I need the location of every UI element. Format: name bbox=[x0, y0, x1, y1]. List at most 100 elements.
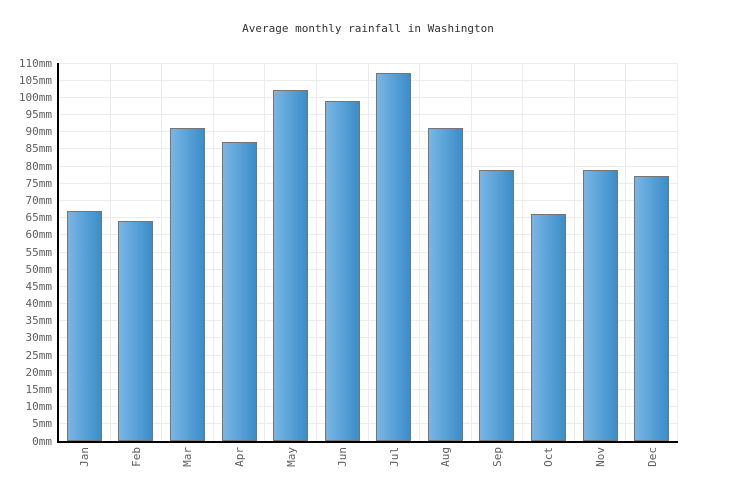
v-gridline bbox=[315, 63, 317, 441]
y-tick-label: 15mm bbox=[25, 382, 53, 396]
h-gridline bbox=[59, 371, 678, 373]
y-tick-label: 55mm bbox=[25, 245, 53, 259]
v-gridline bbox=[573, 63, 575, 441]
x-tick-label: Mar bbox=[181, 447, 195, 467]
bar-dec bbox=[634, 176, 670, 441]
x-tick-cell: Mar bbox=[162, 447, 214, 487]
v-gridline bbox=[677, 63, 678, 441]
x-tick-label: Oct bbox=[542, 447, 556, 467]
h-gridline bbox=[59, 148, 678, 150]
x-tick-cell: Apr bbox=[214, 447, 266, 487]
v-gridline bbox=[522, 63, 524, 441]
v-gridline bbox=[419, 63, 421, 441]
bar-column-jul bbox=[368, 63, 420, 441]
h-gridline bbox=[59, 165, 678, 167]
x-tick-cell: Jan bbox=[59, 447, 111, 487]
x-tick-cell: Dec bbox=[626, 447, 678, 487]
y-tick-label: 30mm bbox=[25, 331, 53, 345]
x-tick-label: Jun bbox=[336, 447, 350, 467]
v-gridline bbox=[161, 63, 163, 441]
bar-feb bbox=[118, 221, 154, 441]
x-tick-cell: May bbox=[265, 447, 317, 487]
gridlines-layer bbox=[59, 62, 678, 441]
v-gridline bbox=[367, 63, 369, 441]
bar-column-dec bbox=[626, 63, 678, 441]
bar-column-feb bbox=[111, 63, 163, 441]
bar-column-aug bbox=[420, 63, 472, 441]
bar-column-oct bbox=[523, 63, 575, 441]
h-gridline bbox=[59, 285, 678, 287]
v-gridline bbox=[109, 63, 111, 441]
y-tick-label: 100mm bbox=[18, 90, 52, 104]
y-tick-label: 0mm bbox=[32, 434, 52, 448]
h-gridline bbox=[59, 388, 678, 390]
h-gridline bbox=[59, 303, 678, 305]
h-gridline bbox=[59, 354, 678, 356]
h-gridline bbox=[59, 251, 678, 253]
y-tick-label: 5mm bbox=[32, 417, 52, 431]
h-gridline bbox=[59, 96, 678, 98]
bars-layer bbox=[59, 63, 678, 441]
y-tick-label: 65mm bbox=[25, 211, 53, 225]
y-tick-label: 35mm bbox=[25, 314, 53, 328]
h-gridline bbox=[59, 217, 678, 219]
bar-column-apr bbox=[214, 63, 266, 441]
y-tick-label: 110mm bbox=[18, 56, 52, 70]
x-tick-label: Jan bbox=[78, 447, 92, 467]
bar-column-jan bbox=[59, 63, 111, 441]
h-gridline bbox=[59, 337, 678, 339]
bar-sep bbox=[479, 170, 515, 441]
plot-area bbox=[57, 62, 678, 443]
x-tick-cell: Sep bbox=[472, 447, 524, 487]
x-tick-label: Dec bbox=[645, 447, 659, 467]
bar-column-sep bbox=[472, 63, 524, 441]
h-gridline bbox=[59, 62, 678, 64]
v-gridline bbox=[212, 63, 214, 441]
x-tick-label: Aug bbox=[439, 447, 453, 467]
h-gridline bbox=[59, 234, 678, 236]
v-gridline bbox=[625, 63, 627, 441]
h-gridline bbox=[59, 182, 678, 184]
x-tick-cell: Feb bbox=[111, 447, 163, 487]
y-tick-label: 105mm bbox=[18, 73, 52, 87]
y-tick-label: 20mm bbox=[25, 365, 53, 379]
h-gridline bbox=[59, 131, 678, 133]
bar-jan bbox=[66, 211, 102, 441]
y-tick-label: 85mm bbox=[25, 142, 53, 156]
x-tick-cell: Jul bbox=[368, 447, 420, 487]
h-gridline bbox=[59, 79, 678, 81]
y-tick-label: 10mm bbox=[25, 400, 53, 414]
y-tick-label: 70mm bbox=[25, 193, 53, 207]
bar-nov bbox=[582, 170, 618, 441]
bar-column-mar bbox=[162, 63, 214, 441]
bar-column-nov bbox=[575, 63, 627, 441]
y-tick-label: 45mm bbox=[25, 279, 53, 293]
y-tick-label: 25mm bbox=[25, 348, 53, 362]
y-tick-label: 95mm bbox=[25, 108, 53, 122]
bar-may bbox=[273, 90, 309, 441]
y-tick-label: 40mm bbox=[25, 297, 53, 311]
bar-column-may bbox=[265, 63, 317, 441]
x-tick-label: Nov bbox=[594, 447, 608, 467]
x-tick-cell: Nov bbox=[575, 447, 627, 487]
bar-column-jun bbox=[317, 63, 369, 441]
x-tick-label: Apr bbox=[233, 447, 247, 467]
y-axis-labels: 0mm 5mm 10mm 15mm 20mm 25mm 30mm 35mm 40mm 45mm 50… bbox=[0, 57, 53, 448]
bar-jul bbox=[376, 73, 412, 441]
v-gridline bbox=[470, 63, 472, 441]
y-tick-label: 50mm bbox=[25, 262, 53, 276]
h-gridline bbox=[59, 199, 678, 201]
y-tick-label: 80mm bbox=[25, 159, 53, 173]
bar-mar bbox=[169, 128, 205, 441]
bar-oct bbox=[530, 214, 566, 441]
x-axis-labels: Jan Feb Mar Apr May Jun Jul Aug Sep Oct Nov Dec bbox=[59, 447, 678, 487]
x-tick-cell: Aug bbox=[420, 447, 472, 487]
y-tick-label: 75mm bbox=[25, 176, 53, 190]
x-tick-cell: Jun bbox=[317, 447, 369, 487]
x-tick-label: Sep bbox=[490, 447, 504, 467]
x-tick-label: Jul bbox=[387, 447, 401, 467]
h-gridline bbox=[59, 423, 678, 425]
bar-aug bbox=[427, 128, 463, 441]
h-gridline bbox=[59, 268, 678, 270]
